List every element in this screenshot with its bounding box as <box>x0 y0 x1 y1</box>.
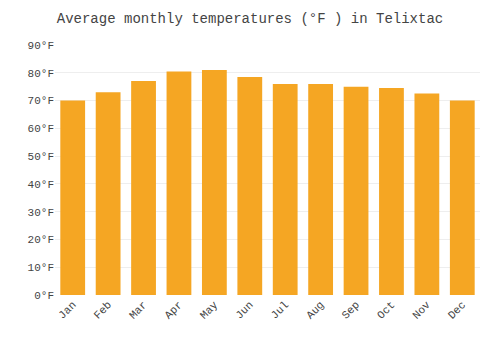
svg-text:50°F: 50°F <box>28 151 54 163</box>
svg-text:60°F: 60°F <box>28 123 54 135</box>
svg-text:Feb: Feb <box>92 299 114 321</box>
svg-text:Oct: Oct <box>375 299 397 321</box>
svg-text:80°F: 80°F <box>28 68 54 80</box>
svg-text:Mar: Mar <box>127 299 149 321</box>
svg-text:20°F: 20°F <box>28 234 54 246</box>
svg-text:30°F: 30°F <box>28 207 54 219</box>
svg-text:Dec: Dec <box>446 299 468 321</box>
svg-text:70°F: 70°F <box>28 95 54 107</box>
svg-text:0°F: 0°F <box>34 290 54 302</box>
svg-text:Jun: Jun <box>233 299 255 321</box>
svg-text:Sep: Sep <box>340 299 362 321</box>
svg-text:Average monthly temperatures (: Average monthly temperatures (°F ) in Te… <box>57 11 443 27</box>
svg-text:Aug: Aug <box>304 299 326 321</box>
svg-text:Jan: Jan <box>56 299 78 321</box>
svg-text:Nov: Nov <box>410 299 433 322</box>
svg-text:Apr: Apr <box>162 299 184 321</box>
svg-text:90°F: 90°F <box>28 40 54 52</box>
svg-text:40°F: 40°F <box>28 179 54 191</box>
svg-text:Jul: Jul <box>269 299 291 321</box>
svg-text:May: May <box>198 299 221 322</box>
svg-text:10°F: 10°F <box>28 262 54 274</box>
